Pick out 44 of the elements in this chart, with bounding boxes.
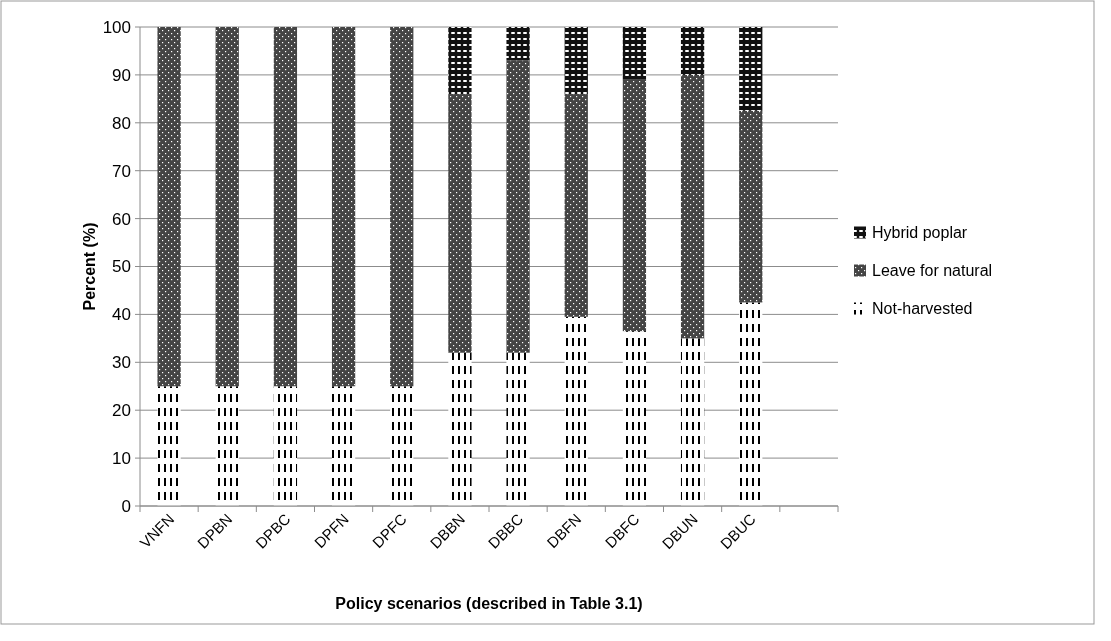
y-tick-label: 10	[112, 449, 131, 469]
bar	[215, 386, 239, 506]
bar	[331, 386, 356, 506]
bar	[622, 27, 647, 80]
legend-label: Leave for natural	[872, 262, 993, 280]
x-axis-title: Policy scenarios (described in Table 3.1)	[335, 595, 643, 612]
bar	[680, 27, 705, 75]
bar	[739, 110, 763, 303]
bar	[506, 352, 530, 506]
bar	[448, 27, 472, 95]
bar	[273, 386, 298, 506]
bar	[390, 27, 414, 387]
bar	[273, 27, 298, 387]
y-tick-label: 70	[112, 161, 131, 181]
bar	[390, 386, 414, 506]
bar	[564, 316, 588, 506]
bar	[331, 27, 356, 387]
y-tick-label: 80	[112, 113, 131, 133]
bar	[564, 27, 588, 95]
bar	[680, 338, 705, 506]
bar	[506, 60, 530, 353]
y-tick-label: 100	[102, 17, 131, 37]
bar	[448, 352, 472, 506]
bar	[506, 27, 530, 61]
y-axis-title: Percent (%)	[81, 222, 98, 311]
bar	[680, 74, 705, 339]
bar	[564, 94, 588, 317]
y-tick-label: 50	[112, 257, 131, 277]
legend-label: Not-harvested	[872, 300, 973, 318]
y-tick-label: 30	[112, 353, 131, 373]
bar	[215, 27, 239, 387]
y-tick-label: 20	[112, 401, 131, 421]
bar	[157, 27, 181, 387]
y-tick-label: 90	[112, 65, 131, 85]
bar	[739, 27, 763, 111]
bar	[448, 94, 472, 353]
bar	[622, 331, 647, 506]
y-tick-label: 40	[112, 305, 131, 325]
bar	[739, 302, 763, 506]
bar	[157, 386, 181, 506]
y-tick-label: 60	[112, 209, 131, 229]
y-tick-label: 0	[121, 496, 131, 516]
legend-label: Hybrid poplar	[872, 224, 968, 242]
bar	[622, 79, 647, 332]
